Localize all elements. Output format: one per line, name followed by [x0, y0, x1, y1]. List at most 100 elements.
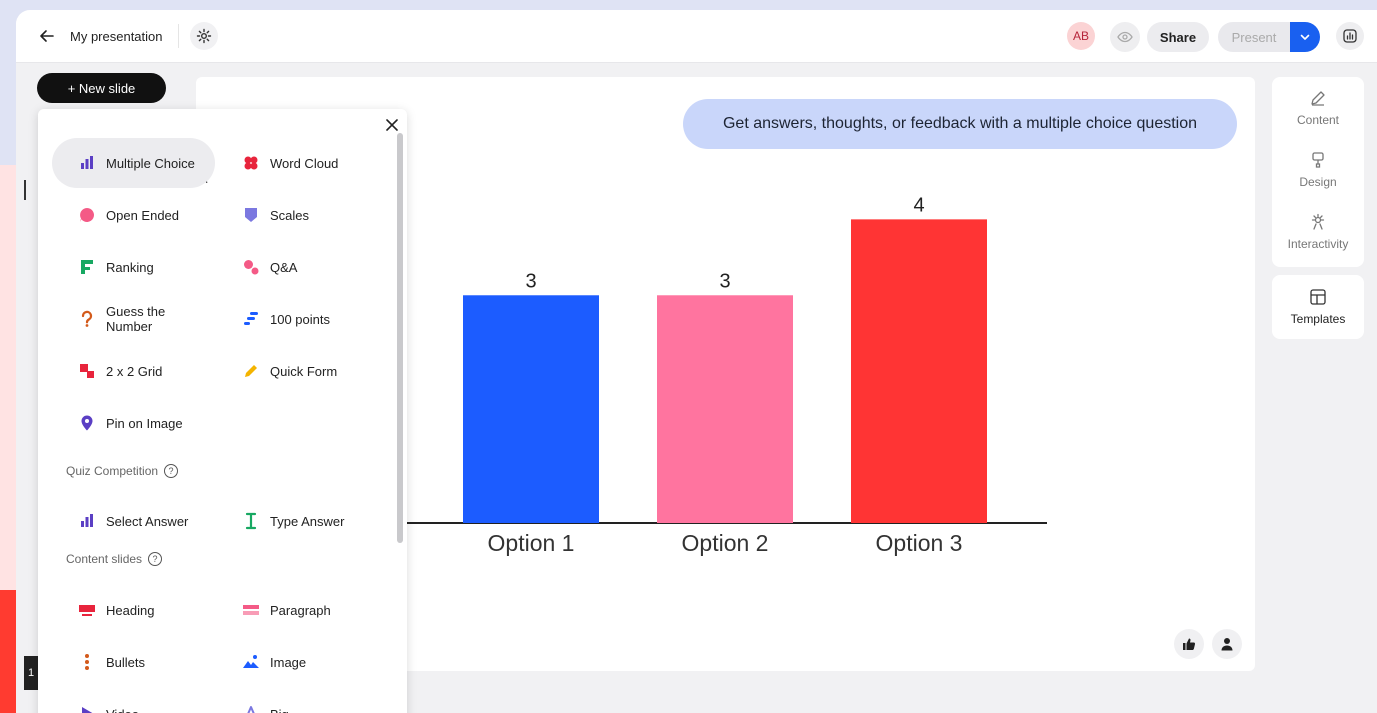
- present-button[interactable]: Present: [1218, 22, 1290, 52]
- content-tab[interactable]: Content: [1272, 89, 1364, 127]
- slide-type-label: Quick Form: [270, 363, 338, 379]
- slide-type-select-answer[interactable]: Select Answer: [52, 496, 215, 546]
- category-label: Option 1: [488, 530, 575, 556]
- present-options-button[interactable]: [1290, 22, 1320, 52]
- close-icon: [386, 119, 398, 131]
- slide-type-2-x-2-grid[interactable]: 2 x 2 Grid: [52, 346, 215, 396]
- close-menu-button[interactable]: [382, 115, 402, 135]
- slide-type-heading[interactable]: Heading: [52, 585, 215, 635]
- bar-2: [657, 295, 793, 523]
- bar-value-label: 4: [913, 194, 924, 216]
- interactivity-tab[interactable]: Interactivity: [1272, 213, 1364, 251]
- results-bar-chart: 3 Option 1 3 Option 2 4 Option 3: [406, 194, 1047, 556]
- templates-label: Templates: [1290, 312, 1346, 326]
- slide-type-label: Multiple Choice: [106, 155, 195, 171]
- slide-type-pin-on-image[interactable]: Pin on Image: [52, 398, 215, 448]
- side-panel: Content Design Interactivity: [1272, 77, 1364, 267]
- slide-type-word-cloud[interactable]: Word Cloud: [216, 138, 379, 188]
- slide-type-label: 100 points: [270, 311, 330, 327]
- new-slide-menu: Quiz Competition ? Content slides ? Mult…: [38, 109, 407, 713]
- slide-number[interactable]: 1: [24, 656, 38, 690]
- speech-bubble-icon: [78, 206, 96, 224]
- share-button[interactable]: Share: [1147, 22, 1209, 52]
- results-icon: [1343, 29, 1357, 43]
- slide-type-quick-form[interactable]: Quick Form: [216, 346, 379, 396]
- pencil-icon: [1311, 91, 1325, 106]
- quiz-section-title: Quiz Competition: [66, 464, 159, 478]
- bar-value-label: 3: [525, 270, 536, 292]
- brush-icon: [1312, 152, 1324, 168]
- slide-type-label: Type Answer: [270, 513, 345, 529]
- slide-type-bullets[interactable]: Bullets: [52, 637, 215, 687]
- pin-icon: [78, 414, 96, 432]
- background-accent: [0, 165, 18, 595]
- bar-1: [463, 295, 599, 523]
- quiz-section-heading: Quiz Competition ?: [66, 464, 179, 478]
- text-cursor-icon: [242, 512, 260, 530]
- ranking-icon: [78, 258, 96, 276]
- chevron-down-icon: [1300, 34, 1310, 40]
- slide-type-label: Guess the Number: [106, 304, 166, 334]
- help-icon[interactable]: ?: [148, 552, 163, 566]
- slide-type-label: Scales: [270, 207, 310, 223]
- interactivity-tab-label: Interactivity: [1287, 237, 1349, 251]
- person-icon: [1221, 638, 1233, 651]
- slide-type-ranking[interactable]: Ranking: [52, 242, 215, 292]
- paragraph-icon: [242, 601, 260, 619]
- reactions-button[interactable]: [1174, 629, 1204, 659]
- slide-type-video[interactable]: Video: [52, 689, 215, 713]
- slide-type-q-a[interactable]: Q&A: [216, 242, 379, 292]
- content-tab-label: Content: [1296, 113, 1340, 127]
- bar-value-label: 3: [719, 270, 730, 292]
- participants-button[interactable]: [1212, 629, 1242, 659]
- arrow-left-icon: [40, 30, 54, 42]
- slide-type-image[interactable]: Image: [216, 637, 379, 687]
- bar-chart-icon: [78, 512, 96, 530]
- slide-type-label: Video: [106, 707, 139, 713]
- slide-type-100-points[interactable]: 100 points: [216, 294, 379, 344]
- slide-type-label: Open Ended: [106, 207, 180, 223]
- slide-type-label: 2 x 2 Grid: [106, 363, 163, 379]
- settings-button[interactable]: [190, 22, 218, 50]
- slide-type-open-ended[interactable]: Open Ended: [52, 190, 215, 240]
- pencil-icon: [242, 362, 260, 380]
- avatar[interactable]: AB: [1067, 22, 1095, 50]
- slide-type-multiple-choice[interactable]: Multiple Choice: [52, 138, 215, 188]
- design-tab[interactable]: Design: [1272, 151, 1364, 189]
- slide-type-scales[interactable]: Scales: [216, 190, 379, 240]
- heading-icon: [78, 601, 96, 619]
- slide-type-paragraph[interactable]: Paragraph: [216, 585, 379, 635]
- templates-button[interactable]: Templates: [1272, 275, 1364, 339]
- new-slide-button[interactable]: + New slide: [37, 73, 166, 103]
- results-button[interactable]: [1336, 22, 1364, 50]
- presentation-title[interactable]: My presentation: [70, 29, 163, 44]
- image-icon: [242, 653, 260, 671]
- background-accent-red: [0, 590, 18, 713]
- qa-icon: [242, 258, 260, 276]
- question-mark-icon: [78, 310, 96, 328]
- design-tab-label: Design: [1299, 175, 1337, 189]
- content-section-title: Content slides: [66, 552, 143, 566]
- slide-type-label: Bullets: [106, 654, 146, 670]
- menu-scrollbar[interactable]: [397, 133, 403, 543]
- slide-type-label: Big: [270, 707, 289, 713]
- slide-type-label: Select Answer: [106, 513, 189, 529]
- templates-icon: [1310, 289, 1326, 305]
- interactivity-icon: [1311, 213, 1325, 230]
- shield-icon: [242, 206, 260, 224]
- preview-button[interactable]: [1110, 22, 1140, 52]
- back-button[interactable]: [36, 25, 58, 47]
- category-label: Option 2: [682, 530, 769, 556]
- app-window: My presentation AB Share Present + New s…: [16, 10, 1377, 713]
- slide-type-label: Pin on Image: [106, 415, 183, 431]
- slide-type-type-answer[interactable]: Type Answer: [216, 496, 379, 546]
- slide-type-label: Image: [270, 654, 307, 670]
- slide-type-label: Ranking: [106, 259, 154, 275]
- points-icon: [242, 310, 260, 328]
- content-section-heading: Content slides ?: [66, 552, 163, 566]
- gear-icon: [196, 28, 212, 44]
- help-icon[interactable]: ?: [164, 464, 179, 478]
- letter-a-icon: [242, 705, 260, 713]
- slide-type-big[interactable]: Big: [216, 689, 379, 713]
- slide-type-guess-the-number[interactable]: Guess the Number: [52, 294, 215, 344]
